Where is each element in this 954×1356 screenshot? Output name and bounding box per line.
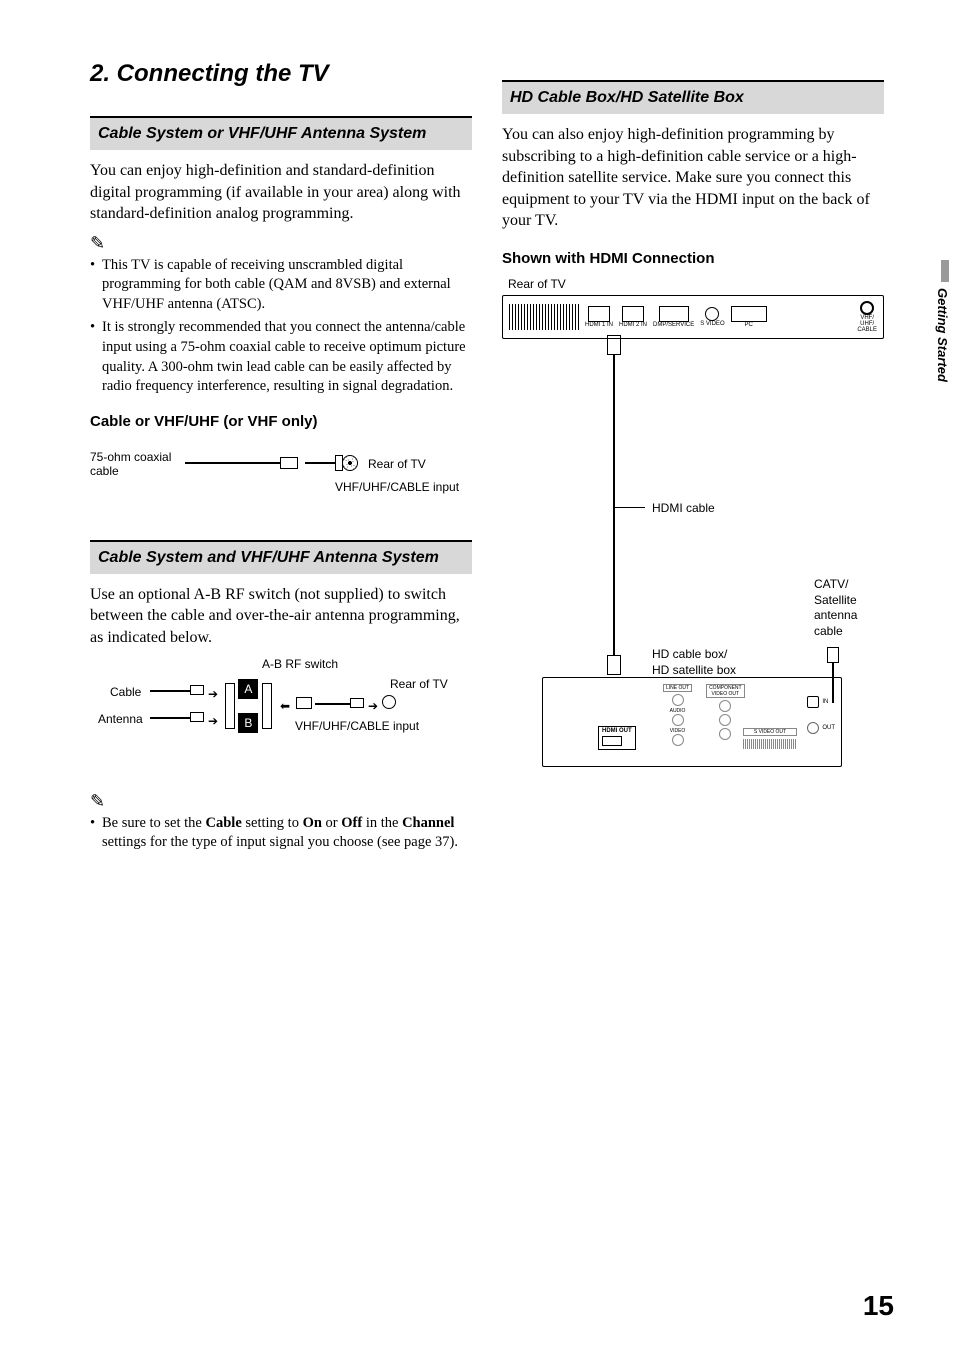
section-title: 2. Connecting the TV bbox=[90, 60, 472, 88]
heading-hdmi-connection: Shown with HDMI Connection bbox=[502, 250, 884, 267]
body-cable-and-antenna: Use an optional A-B RF switch (not suppl… bbox=[90, 584, 472, 649]
tv-input-icon-2 bbox=[382, 695, 396, 712]
diagram-ab-switch: A-B RF switch Cable ➔ Antenna ➔ A B ⬅ bbox=[90, 657, 472, 777]
label-line-out: LINE OUT bbox=[663, 684, 692, 692]
hdmi-port-1-icon bbox=[588, 306, 610, 322]
hdmi-cable-line bbox=[613, 355, 615, 655]
connector-icon bbox=[280, 457, 298, 469]
note-icon-2: ✎ bbox=[90, 791, 472, 812]
conn-out-icon bbox=[296, 697, 312, 709]
page-number: 15 bbox=[863, 1290, 894, 1322]
conn-cable-icon bbox=[190, 685, 204, 695]
bullet-list-1: This TV is capable of receiving unscramb… bbox=[90, 256, 472, 397]
bullet-list-2: Be sure to set the Cable setting to On o… bbox=[90, 814, 472, 853]
av-port-icon bbox=[705, 307, 719, 321]
set-top-box: HDMI OUT LINE OUT AUDIO VIDEO COMPONENT … bbox=[542, 677, 842, 767]
switch-body: A B bbox=[225, 679, 272, 733]
label-antenna-in: Antenna bbox=[98, 712, 143, 726]
note-bold-off: Off bbox=[341, 815, 362, 831]
label-hdmi-out: HDMI OUT bbox=[602, 728, 632, 734]
conn-antenna-icon bbox=[190, 712, 204, 722]
side-tab-bar bbox=[941, 260, 949, 282]
note-text-3: or bbox=[322, 815, 341, 831]
label-coax: 75-ohm coaxial cable bbox=[90, 450, 180, 478]
service-port-icon bbox=[659, 306, 689, 322]
line-out bbox=[315, 703, 350, 705]
note-text-5: settings for the type of input signal yo… bbox=[102, 834, 458, 850]
body-cable-or-antenna: You can enjoy high-definition and standa… bbox=[90, 160, 472, 225]
tv-back-panel: HDMI 1 IN HDMI 2 IN DMP/SERVICE S VIDEO … bbox=[502, 295, 884, 339]
line-cable bbox=[150, 690, 190, 692]
conn-tv-icon bbox=[350, 698, 364, 708]
note-text-1: Be sure to set the bbox=[102, 815, 206, 831]
label-rear-of-tv-2: Rear of TV bbox=[390, 677, 448, 691]
label-rear-of-tv-3: Rear of TV bbox=[508, 277, 884, 291]
hdmi-port-2-icon bbox=[622, 306, 644, 322]
cable-line-2 bbox=[305, 462, 335, 464]
subhead-cable-or-antenna: Cable System or VHF/UHF Antenna System bbox=[90, 116, 472, 150]
tv-input-icon bbox=[335, 455, 358, 471]
catv-plug-icon bbox=[827, 647, 839, 663]
body-hd-box: You can also enjoy high-definition progr… bbox=[502, 124, 884, 232]
label-vhf-uhf-input-2: VHF/UHF/CABLE input bbox=[295, 719, 419, 733]
label-in: IN bbox=[822, 699, 828, 705]
bullet-1a: This TV is capable of receiving unscramb… bbox=[90, 256, 472, 315]
label-stb: HD cable box/ HD satellite box bbox=[652, 647, 736, 678]
switch-b: B bbox=[238, 713, 258, 733]
arrow-2: ➔ bbox=[208, 714, 218, 728]
label-component-out: COMPONENT VIDEO OUT bbox=[706, 684, 745, 698]
subhead-cable-and-antenna: Cable System and VHF/UHF Antenna System bbox=[90, 540, 472, 574]
cable-port-icon bbox=[860, 301, 874, 315]
vent-slots-icon bbox=[509, 304, 579, 330]
bullet-1b: It is strongly recommended that you conn… bbox=[90, 318, 472, 396]
note-text-4: in the bbox=[362, 815, 402, 831]
hdmi-out-box: HDMI OUT bbox=[598, 726, 636, 750]
label-out: OUT bbox=[822, 725, 835, 731]
heading-cable-vhf-uhf: Cable or VHF/UHF (or VHF only) bbox=[90, 413, 472, 430]
cable-line bbox=[185, 462, 280, 464]
arrow-3: ⬅ bbox=[280, 699, 290, 713]
note-bold-on: On bbox=[303, 815, 322, 831]
label-rear-of-tv: Rear of TV bbox=[368, 457, 426, 471]
note-text-2: setting to bbox=[242, 815, 303, 831]
subhead-hd-box: HD Cable Box/HD Satellite Box bbox=[502, 80, 884, 114]
line-antenna bbox=[150, 717, 190, 719]
hdmi-plug-top-icon bbox=[607, 335, 621, 355]
label-cable-in: Cable bbox=[110, 685, 141, 699]
label-ab-switch: A-B RF switch bbox=[240, 657, 360, 671]
label-hdmi-cable: HDMI cable bbox=[652, 501, 715, 515]
label-svideo-out: S VIDEO OUT bbox=[743, 728, 797, 736]
hdmi-plug-bottom-icon bbox=[607, 655, 621, 675]
label-vhf-uhf-input: VHF/UHF/CABLE input bbox=[335, 480, 459, 494]
note-bold-channel: Channel bbox=[402, 815, 454, 831]
leader-hdmi bbox=[615, 507, 645, 508]
bullet-2a: Be sure to set the Cable setting to On o… bbox=[90, 814, 472, 853]
diagram-hdmi: Rear of TV HDMI 1 IN HDMI 2 IN DMP/SERVI… bbox=[502, 277, 884, 797]
note-icon: ✎ bbox=[90, 233, 472, 254]
component-port-icon bbox=[731, 306, 767, 322]
note-bold-cable: Cable bbox=[206, 815, 242, 831]
arrow-4: ➔ bbox=[368, 699, 378, 713]
arrow-1: ➔ bbox=[208, 687, 218, 701]
switch-a: A bbox=[238, 679, 258, 699]
side-tab: Getting Started bbox=[933, 260, 953, 430]
label-catv: CATV/ Satellite antenna cable bbox=[814, 577, 884, 639]
diagram-single-cable: 75-ohm coaxial cable Rear of TV VHF/UHF/… bbox=[90, 440, 472, 520]
side-tab-label: Getting Started bbox=[935, 288, 950, 382]
